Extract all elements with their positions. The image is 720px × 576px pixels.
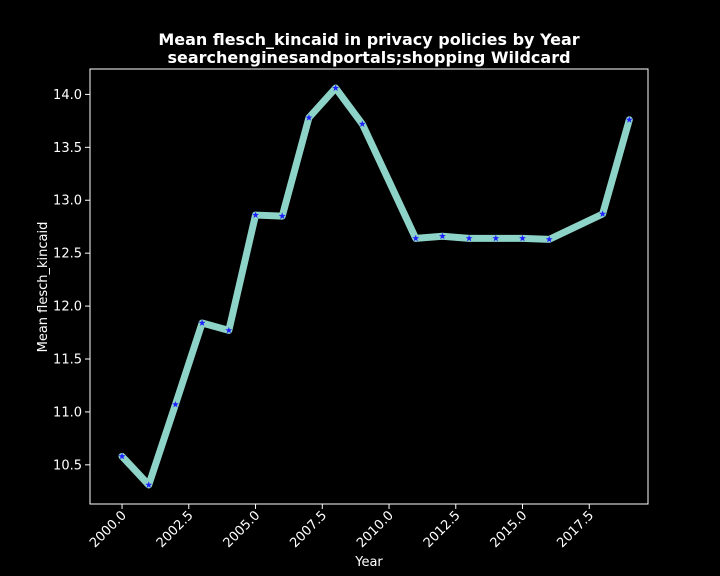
data-point-marker: [545, 235, 553, 243]
series-layer: [118, 84, 633, 489]
data-point-marker: [625, 116, 633, 123]
series-line: [118, 84, 633, 489]
x-tick-label: 2007.5: [287, 508, 330, 551]
y-tick-label: 10.5: [53, 458, 82, 473]
data-point-marker: [225, 326, 233, 334]
data-point-marker: [172, 400, 179, 408]
y-tick-label: 11.0: [53, 405, 82, 420]
y-tick-label: 13.0: [53, 194, 82, 209]
x-tick-label: 2012.5: [421, 508, 464, 551]
data-point-marker: [412, 234, 420, 242]
x-tick-label: 2015.0: [488, 508, 531, 551]
data-point-marker: [599, 210, 607, 217]
chart-subtitle: searchenginesandportals;shopping Wildcar…: [167, 48, 570, 67]
data-point-marker: [118, 452, 126, 460]
y-tick-label: 12.0: [53, 300, 82, 315]
data-point-marker: [439, 232, 446, 240]
data-point-marker: [278, 212, 286, 220]
data-point-marker: [519, 234, 526, 242]
data-point-marker: [145, 481, 153, 488]
data-point-marker: [305, 114, 313, 121]
y-tick-label: 13.5: [53, 141, 82, 156]
data-point-marker: [492, 234, 500, 242]
x-axis: 2000.0 2002.5 2005.0 2007.5 2010.0 2012.5 2015…: [87, 504, 597, 551]
x-tick-label: 2002.5: [154, 508, 197, 551]
x-tick-label: 2010.0: [354, 508, 397, 551]
x-axis-label: Year: [354, 555, 383, 570]
data-point-marker: [465, 234, 473, 242]
x-tick-label: 2017.5: [554, 508, 597, 551]
data-point-marker: [198, 319, 206, 326]
x-tick-label: 2005.0: [221, 508, 264, 551]
y-axis-label: Mean flesch_kincaid: [36, 222, 51, 353]
data-point-marker: [358, 120, 366, 127]
plot-area-frame: [89, 68, 649, 505]
y-tick-label: 14.0: [53, 88, 82, 103]
y-axis: 10.5 11.0 11.5 12.0 12.5 13.0 13.5 14.0: [53, 88, 90, 473]
data-point-marker: [252, 211, 259, 218]
x-tick-label: 2000.0: [87, 508, 130, 551]
chart-title: Mean flesch_kincaid in privacy policies …: [158, 30, 579, 49]
y-tick-label: 11.5: [53, 353, 82, 368]
y-tick-label: 12.5: [53, 247, 82, 262]
data-point-marker: [332, 84, 340, 91]
